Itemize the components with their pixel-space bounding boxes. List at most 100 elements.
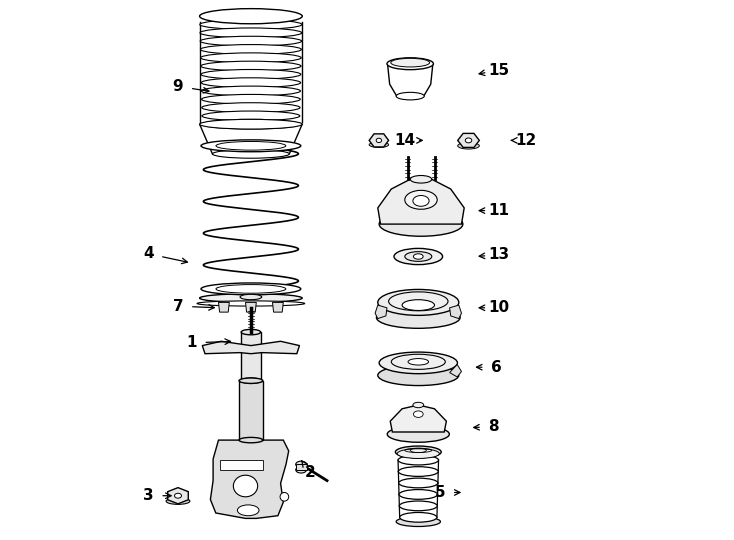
Polygon shape <box>375 305 387 319</box>
Ellipse shape <box>379 352 457 374</box>
Ellipse shape <box>212 150 289 158</box>
Ellipse shape <box>201 78 301 87</box>
Polygon shape <box>369 134 388 147</box>
Ellipse shape <box>458 143 479 149</box>
Ellipse shape <box>378 365 459 386</box>
Ellipse shape <box>200 9 302 24</box>
Ellipse shape <box>400 512 437 522</box>
Ellipse shape <box>175 494 181 498</box>
Ellipse shape <box>465 138 472 143</box>
Polygon shape <box>245 302 256 312</box>
Ellipse shape <box>200 294 302 302</box>
Ellipse shape <box>166 498 190 504</box>
Ellipse shape <box>413 195 429 206</box>
Ellipse shape <box>200 45 302 55</box>
Ellipse shape <box>200 53 301 63</box>
Ellipse shape <box>216 141 286 150</box>
Ellipse shape <box>402 300 435 310</box>
Text: 12: 12 <box>516 133 537 148</box>
Ellipse shape <box>202 111 299 121</box>
Text: 1: 1 <box>186 335 197 350</box>
Ellipse shape <box>396 517 440 526</box>
Polygon shape <box>458 133 479 147</box>
Ellipse shape <box>408 359 429 365</box>
Ellipse shape <box>241 329 261 335</box>
Ellipse shape <box>388 292 448 310</box>
Text: 2: 2 <box>305 465 316 480</box>
Ellipse shape <box>369 142 388 147</box>
Ellipse shape <box>399 467 438 476</box>
Ellipse shape <box>404 190 437 209</box>
Ellipse shape <box>216 285 286 293</box>
Ellipse shape <box>241 378 261 383</box>
Ellipse shape <box>410 176 432 183</box>
Ellipse shape <box>201 70 301 79</box>
Ellipse shape <box>202 103 300 112</box>
Ellipse shape <box>200 19 302 29</box>
Ellipse shape <box>200 119 302 129</box>
Ellipse shape <box>396 92 424 100</box>
Text: 13: 13 <box>489 247 510 262</box>
Text: 6: 6 <box>491 360 502 375</box>
Ellipse shape <box>237 505 259 516</box>
Ellipse shape <box>387 58 433 70</box>
Ellipse shape <box>197 301 305 306</box>
Ellipse shape <box>413 402 424 408</box>
Polygon shape <box>219 302 229 312</box>
Ellipse shape <box>399 501 437 511</box>
Ellipse shape <box>399 478 438 488</box>
Text: 8: 8 <box>489 419 499 434</box>
Ellipse shape <box>378 289 459 315</box>
Polygon shape <box>388 64 433 96</box>
Polygon shape <box>211 440 288 518</box>
Ellipse shape <box>239 437 263 443</box>
Bar <box>239 381 263 440</box>
Ellipse shape <box>201 140 301 152</box>
Polygon shape <box>272 302 283 312</box>
Ellipse shape <box>399 490 437 500</box>
Text: 5: 5 <box>435 485 446 500</box>
Ellipse shape <box>390 58 429 67</box>
Ellipse shape <box>296 467 307 473</box>
Ellipse shape <box>240 294 262 300</box>
Text: 4: 4 <box>143 246 153 261</box>
Text: 7: 7 <box>172 299 184 314</box>
Ellipse shape <box>397 449 440 458</box>
Ellipse shape <box>202 94 300 104</box>
Ellipse shape <box>388 426 449 442</box>
Ellipse shape <box>296 461 307 468</box>
Ellipse shape <box>379 212 463 237</box>
Ellipse shape <box>200 28 302 38</box>
Polygon shape <box>450 364 462 377</box>
Ellipse shape <box>377 307 460 328</box>
Ellipse shape <box>413 254 424 259</box>
Ellipse shape <box>200 36 302 46</box>
Ellipse shape <box>200 11 302 21</box>
Ellipse shape <box>201 283 301 295</box>
Polygon shape <box>390 405 446 432</box>
Ellipse shape <box>233 475 258 497</box>
Ellipse shape <box>394 248 443 265</box>
Text: 14: 14 <box>394 133 415 148</box>
Polygon shape <box>203 341 299 354</box>
Ellipse shape <box>201 86 300 96</box>
Polygon shape <box>200 124 302 154</box>
Polygon shape <box>296 464 307 470</box>
Polygon shape <box>378 179 464 224</box>
Ellipse shape <box>413 411 424 417</box>
Polygon shape <box>450 305 462 319</box>
Ellipse shape <box>239 378 263 383</box>
Polygon shape <box>167 488 189 504</box>
Bar <box>219 460 263 470</box>
Text: 9: 9 <box>172 79 184 94</box>
Ellipse shape <box>280 492 288 501</box>
Bar <box>241 332 261 381</box>
Text: 10: 10 <box>489 300 510 315</box>
Text: 15: 15 <box>489 63 510 78</box>
Text: 3: 3 <box>143 488 153 503</box>
Ellipse shape <box>396 446 441 458</box>
Ellipse shape <box>377 138 382 143</box>
Ellipse shape <box>391 354 446 369</box>
Text: 11: 11 <box>489 203 510 218</box>
Ellipse shape <box>398 455 438 465</box>
